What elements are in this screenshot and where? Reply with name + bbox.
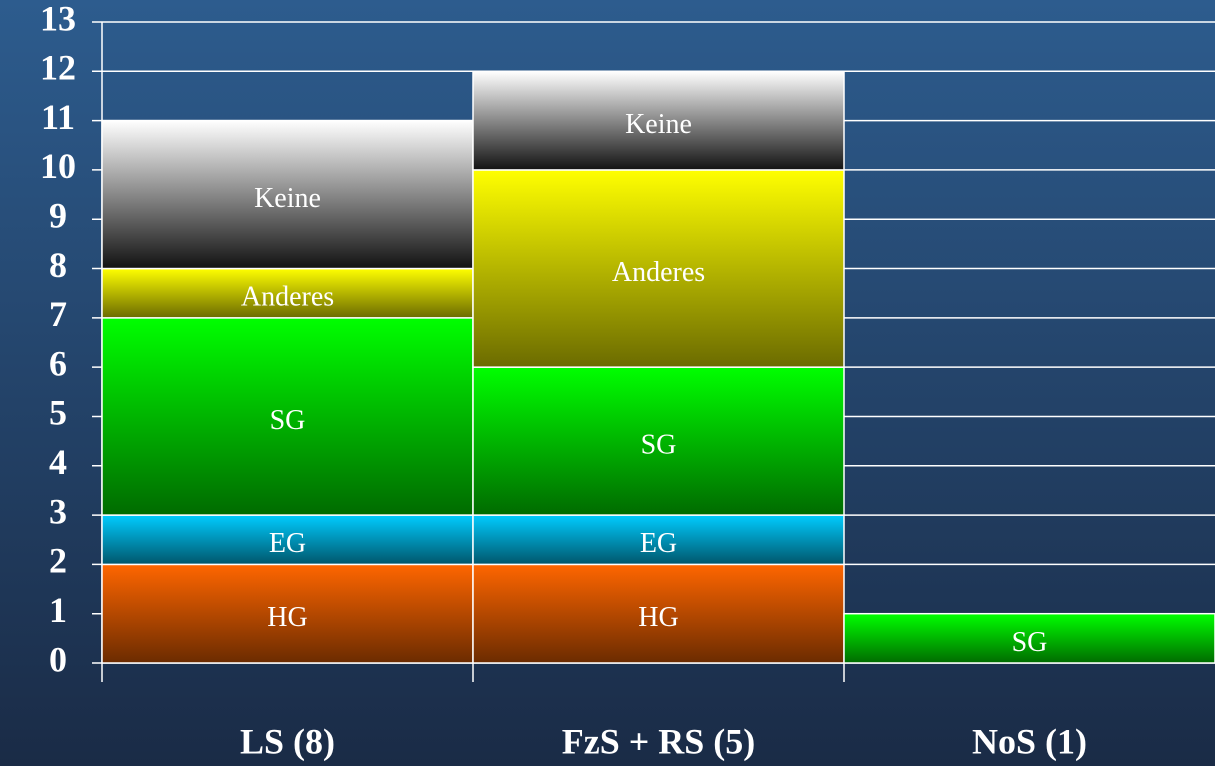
segment-label: SG	[1012, 627, 1048, 658]
y-tick-label: 8	[49, 245, 67, 285]
bar-segment	[101, 267, 474, 319]
y-tick-label: 5	[49, 393, 67, 433]
y-tick-label: 6	[49, 343, 67, 383]
y-tick-label: 12	[40, 48, 76, 88]
segment-label: SG	[270, 405, 306, 436]
y-tick-label: 0	[49, 639, 67, 679]
y-tick-label: 9	[49, 195, 67, 235]
y-tick-label: 2	[49, 541, 67, 581]
segment-label: EG	[640, 528, 677, 559]
segment-label: EG	[269, 528, 306, 559]
x-tick-label: LS (8)	[240, 721, 335, 761]
segment-label: Anderes	[612, 257, 705, 288]
segment-label: Anderes	[241, 282, 334, 313]
bar-segment	[472, 70, 845, 171]
segment-label: HG	[638, 602, 678, 633]
bar-segment	[472, 514, 845, 566]
y-tick-label: 10	[40, 146, 76, 186]
bar-segment	[472, 169, 845, 368]
y-tick-label: 11	[41, 97, 75, 137]
y-tick-label: 7	[49, 294, 67, 334]
segment-label: SG	[641, 430, 677, 461]
x-tick-label: NoS (1)	[972, 721, 1087, 761]
segment-label: Keine	[625, 109, 692, 140]
segment-label: Keine	[254, 183, 321, 214]
y-tick-label: 3	[49, 491, 67, 531]
bar-segment	[472, 366, 845, 516]
segment-label: HG	[267, 602, 307, 633]
y-tick-label: 4	[49, 442, 67, 482]
x-tick-label: FzS + RS (5)	[562, 721, 756, 761]
y-tick-label: 1	[49, 590, 67, 630]
y-tick-label: 13	[40, 0, 76, 38]
bar-segment	[472, 563, 845, 664]
bar-segment	[843, 612, 1215, 664]
